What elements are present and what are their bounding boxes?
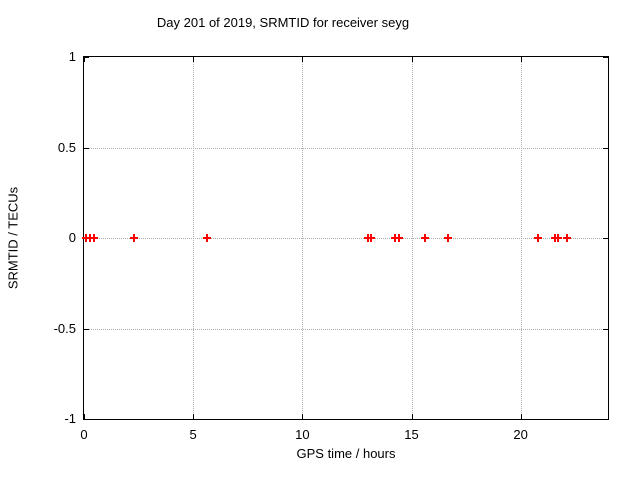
data-point-marker bbox=[534, 234, 543, 242]
data-point-marker bbox=[420, 234, 429, 242]
y-tick-mark bbox=[603, 238, 608, 239]
data-point-marker bbox=[443, 234, 452, 242]
plus-marker-vbar bbox=[398, 234, 401, 242]
x-tick-label: 10 bbox=[295, 427, 310, 442]
plus-marker-vbar bbox=[446, 234, 449, 242]
data-point-marker bbox=[395, 234, 404, 242]
x-tick-mark bbox=[411, 414, 413, 419]
y-tick-label: 0 bbox=[68, 230, 76, 245]
plus-marker-vbar bbox=[537, 234, 540, 242]
data-point-marker bbox=[562, 234, 571, 242]
x-tick-label: 20 bbox=[513, 427, 528, 442]
x-axis-title: GPS time / hours bbox=[296, 446, 396, 461]
x-tick-mark bbox=[84, 414, 85, 419]
plus-marker-vbar bbox=[394, 234, 397, 242]
y-tick-label: 0.5 bbox=[57, 139, 76, 155]
y-tick-mark bbox=[603, 419, 608, 420]
y-tick-mark bbox=[84, 419, 89, 420]
x-tick-mark bbox=[193, 57, 195, 62]
x-tick-mark bbox=[302, 57, 304, 62]
plus-marker-vbar bbox=[556, 234, 559, 242]
x-tick-label: 0 bbox=[80, 427, 88, 442]
gridline-horizontal bbox=[84, 328, 608, 330]
x-tick-mark bbox=[302, 414, 304, 419]
y-tick-label: -0.5 bbox=[53, 320, 76, 336]
data-point-marker bbox=[203, 234, 212, 242]
x-tick-mark bbox=[411, 57, 413, 62]
plus-marker-vbar bbox=[133, 234, 136, 242]
plus-marker-vbar bbox=[565, 234, 568, 242]
x-tick-mark bbox=[193, 414, 195, 419]
y-tick-label: 1 bbox=[68, 49, 76, 64]
plus-marker-vbar bbox=[206, 234, 209, 242]
plus-marker-vbar bbox=[423, 234, 426, 242]
x-tick-mark bbox=[520, 57, 522, 62]
x-tick-label: 5 bbox=[189, 427, 197, 442]
y-axis-title: SRMTID / TECUs bbox=[5, 186, 21, 290]
gridline-horizontal bbox=[84, 147, 608, 149]
data-point-marker bbox=[367, 234, 376, 242]
chart-title: Day 201 of 2019, SRMTID for receiver sey… bbox=[156, 15, 410, 30]
x-tick-mark bbox=[520, 414, 522, 419]
y-tick-label: -1 bbox=[64, 411, 76, 426]
y-tick-mark bbox=[84, 147, 89, 149]
plot-area: 0 5 10 15 20 1 0.5 0 -0.5 -1 bbox=[54, 49, 609, 442]
data-point-marker bbox=[130, 234, 139, 242]
data-point-marker bbox=[553, 234, 562, 242]
x-tick-label: 15 bbox=[404, 427, 419, 442]
plus-marker-vbar bbox=[370, 234, 373, 242]
x-tick-mark bbox=[84, 57, 85, 62]
y-tick-mark bbox=[84, 57, 89, 58]
data-point-marker bbox=[89, 234, 98, 242]
y-tick-mark bbox=[603, 57, 608, 58]
gridline-horizontal bbox=[84, 238, 608, 239]
y-tick-mark bbox=[603, 147, 608, 149]
y-tick-mark bbox=[84, 328, 89, 330]
data-point-marker bbox=[391, 234, 400, 242]
plus-marker-vbar bbox=[92, 234, 95, 242]
y-tick-mark bbox=[603, 328, 608, 330]
